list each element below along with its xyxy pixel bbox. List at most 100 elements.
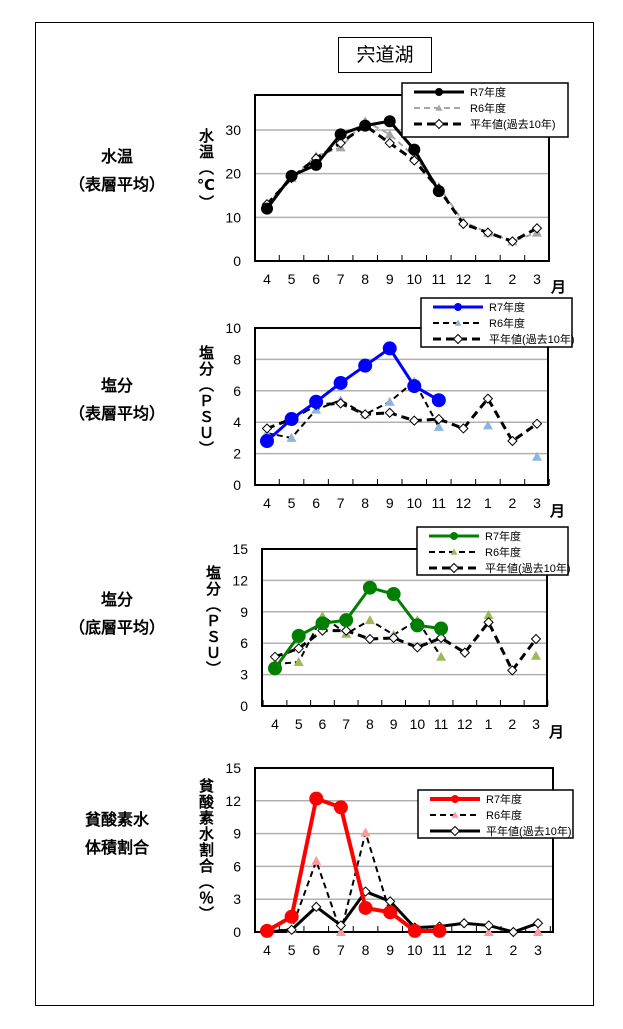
legend-label: 平年値(過去10年) — [485, 561, 571, 575]
data-point-r7 — [284, 412, 299, 427]
data-point-r7 — [291, 628, 306, 643]
data-point-avg — [507, 435, 518, 447]
y-tick-label: 30 — [225, 122, 241, 138]
legend-label: R6年度 — [485, 545, 521, 559]
y-tick-label: 0 — [233, 253, 241, 269]
y-tick-label: 6 — [233, 383, 241, 399]
y-tick-label: 12 — [232, 572, 248, 588]
legend-marker — [454, 319, 462, 326]
row-label: （表層平均） — [68, 404, 165, 423]
data-point-r7 — [362, 580, 377, 595]
data-point-avg — [335, 137, 346, 149]
x-tick-label: 9 — [386, 495, 394, 511]
x-tick-label: 6 — [312, 271, 320, 287]
data-point-avg — [340, 625, 352, 636]
data-point-r6 — [433, 421, 444, 431]
legend-label: R7年度 — [486, 792, 522, 806]
data-point-avg — [458, 423, 469, 434]
data-point-avg — [459, 647, 471, 658]
x-tick-label: 7 — [337, 271, 345, 287]
x-tick-label: 12 — [456, 495, 472, 511]
y-tick-label: 8 — [233, 351, 241, 367]
y-tick-label: 0 — [233, 477, 241, 493]
x-tick-label: 9 — [386, 942, 394, 958]
x-tick-label: 4 — [271, 716, 279, 732]
data-point-avg — [435, 632, 447, 644]
data-point-r7 — [309, 791, 324, 806]
data-point-avg — [531, 418, 543, 429]
y-tick-label: 20 — [225, 166, 241, 182]
x-tick-label: 2 — [509, 495, 517, 511]
data-point-r7 — [315, 616, 330, 631]
data-point-avg — [384, 407, 395, 418]
data-point-avg — [335, 398, 346, 409]
month-unit-label: 月 — [550, 279, 566, 296]
data-point-r7 — [358, 358, 373, 373]
x-tick-label: 3 — [534, 942, 542, 958]
legend-label: R7年度 — [489, 300, 525, 314]
x-tick-label: 10 — [407, 942, 423, 958]
x-tick-label: 2 — [509, 942, 517, 958]
legend-marker — [433, 118, 445, 130]
legend-marker — [450, 548, 458, 555]
data-point-avg — [483, 920, 494, 931]
x-tick-label: 12 — [456, 942, 472, 958]
y-tick-label: 9 — [240, 604, 248, 620]
data-point-avg — [409, 155, 420, 166]
data-point-avg — [530, 633, 542, 645]
x-tick-label: 12 — [457, 716, 473, 732]
x-tick-label: 3 — [532, 716, 540, 732]
data-point-avg — [482, 393, 494, 404]
y-tick-label: 15 — [225, 760, 241, 776]
x-tick-label: 2 — [508, 716, 516, 732]
data-point-r6 — [436, 651, 447, 661]
figure-border — [35, 22, 594, 1006]
row-label: 体積割合 — [84, 838, 149, 857]
data-point-r7 — [431, 393, 446, 408]
y-tick-label: 4 — [233, 414, 241, 430]
x-tick-label: 11 — [432, 271, 447, 287]
data-point-r7 — [382, 341, 397, 356]
legend-marker — [449, 825, 461, 837]
plot-area — [254, 327, 549, 486]
data-point-avg — [293, 643, 304, 654]
data-point-avg — [458, 218, 469, 230]
data-point-r6 — [482, 420, 493, 430]
data-point-avg — [483, 617, 494, 628]
x-tick-label: 5 — [288, 942, 296, 958]
data-point-avg — [507, 665, 518, 676]
data-point-r6 — [293, 657, 304, 667]
data-point-avg — [384, 137, 395, 149]
x-tick-label: 7 — [337, 942, 345, 958]
data-point-r6 — [532, 451, 542, 461]
legend-marker — [454, 303, 462, 311]
data-point-r7 — [383, 905, 398, 920]
x-tick-label: 6 — [319, 716, 327, 732]
x-tick-label: 4 — [263, 495, 271, 511]
data-point-r7 — [432, 185, 445, 198]
y-axis-label: 水温（℃） — [197, 128, 215, 211]
data-point-avg — [388, 632, 399, 644]
y-tick-label: 10 — [225, 209, 241, 225]
data-point-avg — [433, 413, 445, 425]
legend-marker — [450, 532, 458, 540]
data-point-avg — [458, 918, 470, 929]
data-point-r6 — [311, 855, 322, 865]
x-tick-label: 5 — [288, 495, 296, 511]
row-label: （底層平均） — [68, 618, 165, 637]
legend-label: R6年度 — [489, 316, 525, 330]
data-point-r7 — [410, 618, 425, 633]
legend-marker — [452, 333, 464, 345]
legend-label: R7年度 — [485, 529, 521, 543]
x-tick-label: 11 — [434, 716, 449, 732]
legend-label: R6年度 — [486, 808, 522, 822]
month-unit-label: 月 — [548, 724, 564, 741]
legend-label: 平年値(過去10年) — [470, 117, 556, 131]
data-point-r6 — [335, 927, 346, 936]
x-tick-label: 1 — [485, 716, 493, 732]
x-tick-label: 12 — [456, 271, 472, 287]
data-point-avg — [532, 918, 544, 929]
data-point-avg — [531, 223, 543, 234]
